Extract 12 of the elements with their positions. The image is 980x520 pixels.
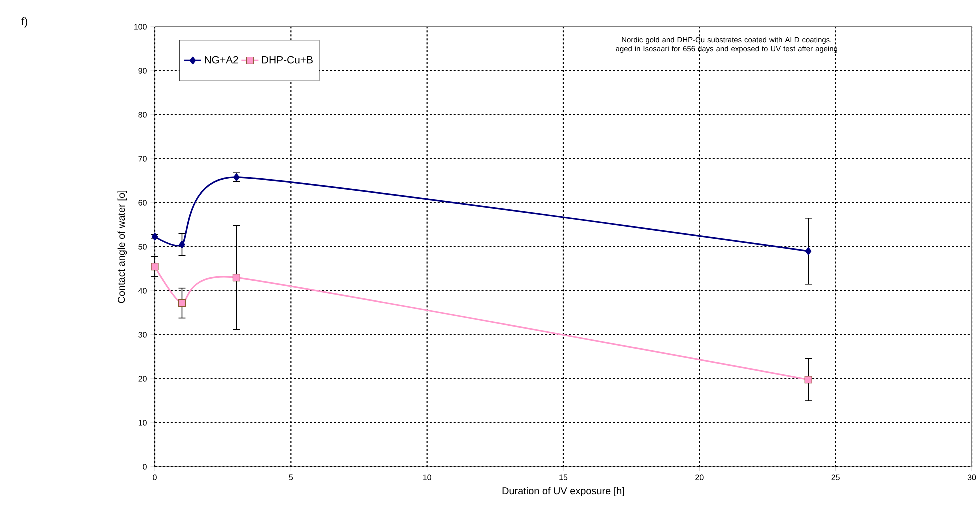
y-axis-title: Contact angle of water [o] <box>118 190 128 304</box>
point <box>151 263 159 271</box>
x-axis-title: Duration of UV exposure [h] <box>502 487 624 497</box>
point <box>178 300 186 308</box>
point <box>806 248 812 256</box>
point <box>152 233 158 241</box>
text: f) <box>22 18 28 28</box>
point <box>804 376 812 384</box>
legend-label: DHP-Cu+B <box>262 56 313 64</box>
point <box>232 274 240 282</box>
legend-label: NG+A2 <box>205 56 238 64</box>
point <box>179 241 186 249</box>
